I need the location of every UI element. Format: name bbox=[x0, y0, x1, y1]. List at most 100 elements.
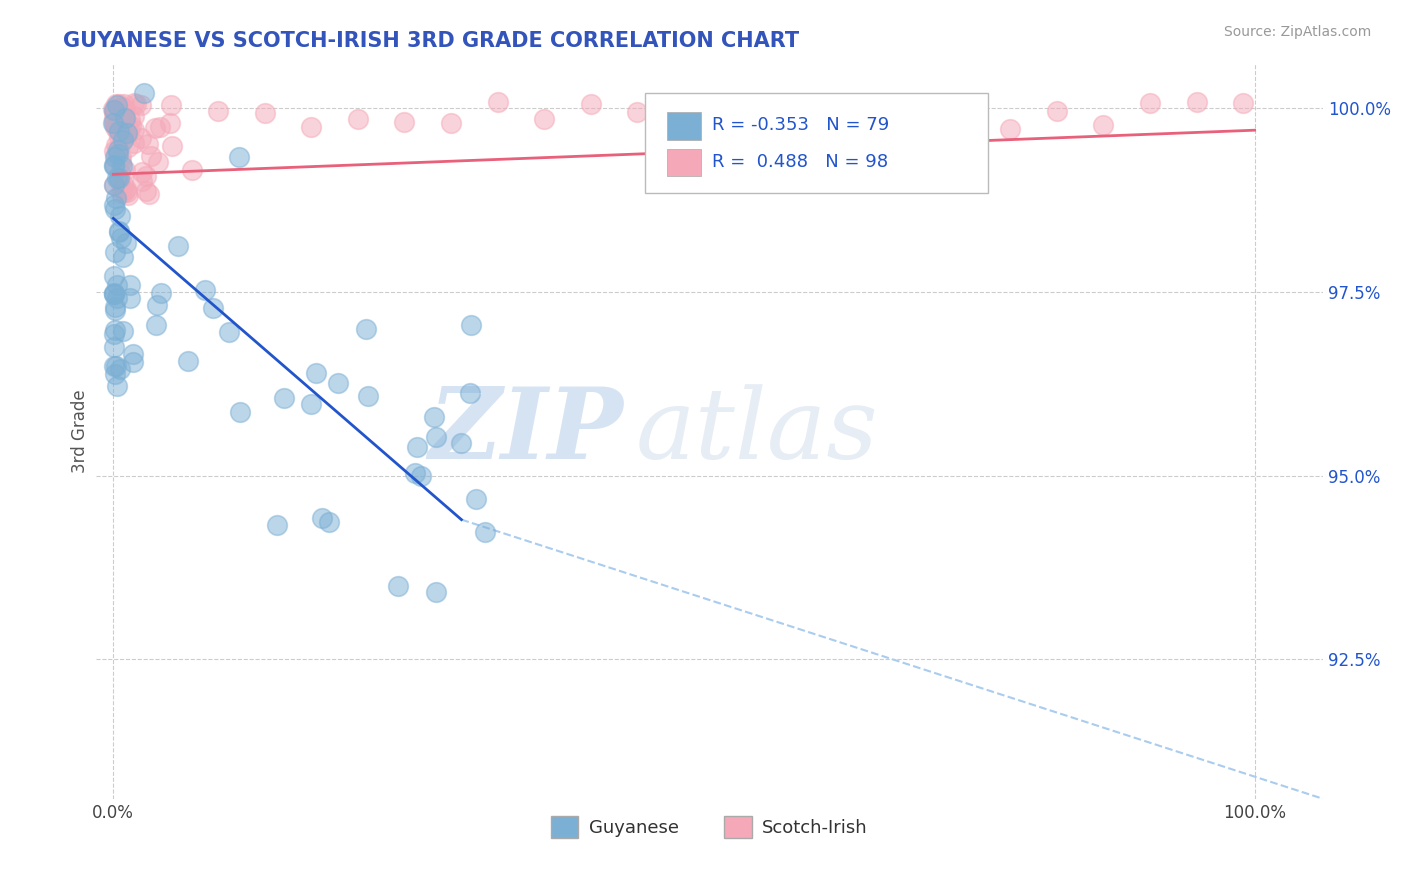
Point bbox=[318, 516, 340, 530]
Point bbox=[112, 96, 135, 111]
Point bbox=[952, 115, 974, 129]
Point bbox=[229, 405, 252, 419]
Point bbox=[108, 117, 131, 131]
Point bbox=[110, 231, 132, 245]
Point bbox=[305, 366, 328, 380]
Point bbox=[112, 185, 135, 199]
Point bbox=[1092, 118, 1115, 132]
Point bbox=[177, 354, 200, 368]
Point bbox=[201, 301, 224, 316]
Bar bbox=[666, 112, 702, 140]
Point bbox=[104, 190, 127, 204]
Point bbox=[110, 120, 132, 135]
Point bbox=[132, 87, 155, 101]
Point bbox=[103, 285, 125, 300]
Point bbox=[905, 102, 928, 116]
Point bbox=[108, 129, 131, 144]
Point bbox=[122, 123, 145, 137]
Point bbox=[107, 146, 129, 161]
Point bbox=[122, 136, 145, 151]
Point bbox=[194, 283, 217, 297]
Point bbox=[122, 355, 145, 369]
Point bbox=[110, 155, 132, 169]
Point bbox=[533, 112, 555, 126]
Point bbox=[859, 118, 882, 132]
Point bbox=[112, 101, 135, 115]
Point bbox=[299, 397, 322, 411]
Point bbox=[105, 123, 128, 137]
Point bbox=[160, 98, 183, 112]
Point bbox=[105, 119, 128, 133]
Point bbox=[166, 238, 188, 252]
Point bbox=[115, 126, 138, 140]
Point bbox=[228, 150, 250, 164]
Point bbox=[266, 517, 288, 532]
Point bbox=[112, 250, 135, 264]
Point bbox=[110, 112, 132, 127]
Point bbox=[103, 287, 125, 301]
Point bbox=[111, 159, 134, 173]
Point bbox=[131, 165, 153, 179]
Point bbox=[326, 376, 349, 390]
Point bbox=[103, 323, 125, 337]
Point bbox=[486, 95, 509, 109]
Point bbox=[1232, 96, 1254, 111]
Point bbox=[112, 103, 135, 118]
Point bbox=[103, 327, 125, 342]
Point bbox=[104, 202, 127, 216]
Point bbox=[103, 268, 125, 283]
Point bbox=[450, 436, 472, 450]
Point bbox=[411, 468, 433, 483]
Point bbox=[346, 112, 368, 127]
Point bbox=[131, 174, 153, 188]
Y-axis label: 3rd Grade: 3rd Grade bbox=[72, 390, 89, 474]
Point bbox=[474, 525, 496, 540]
Point bbox=[129, 98, 152, 112]
Point bbox=[406, 440, 429, 454]
Point bbox=[110, 150, 132, 164]
Point bbox=[425, 584, 447, 599]
Point bbox=[104, 159, 127, 173]
Point bbox=[117, 140, 139, 154]
Point bbox=[1046, 104, 1069, 119]
Point bbox=[672, 100, 695, 114]
Legend: Guyanese, Scotch-Irish: Guyanese, Scotch-Irish bbox=[544, 808, 875, 845]
Point bbox=[107, 225, 129, 239]
Point bbox=[108, 138, 131, 153]
Point bbox=[218, 325, 240, 339]
Point bbox=[103, 287, 125, 301]
Point bbox=[103, 116, 125, 130]
Point bbox=[104, 117, 127, 131]
Point bbox=[103, 178, 125, 193]
Point bbox=[121, 347, 143, 361]
Point bbox=[143, 121, 166, 136]
Point bbox=[104, 104, 127, 119]
Point bbox=[120, 277, 142, 292]
Text: ZIP: ZIP bbox=[429, 384, 624, 480]
Point bbox=[103, 104, 125, 119]
Point bbox=[125, 97, 148, 112]
Point bbox=[181, 163, 204, 178]
Point bbox=[135, 185, 157, 199]
Point bbox=[103, 178, 125, 192]
Point bbox=[117, 122, 139, 136]
Point bbox=[104, 245, 127, 260]
Point bbox=[112, 324, 135, 338]
Point bbox=[120, 291, 142, 305]
Point bbox=[108, 113, 131, 128]
Point bbox=[135, 169, 157, 183]
Point bbox=[311, 511, 333, 525]
Point bbox=[104, 300, 127, 314]
Point bbox=[108, 362, 131, 376]
Point bbox=[150, 285, 173, 300]
Point bbox=[105, 137, 128, 152]
Point bbox=[103, 102, 125, 116]
Point bbox=[299, 120, 322, 135]
Point bbox=[105, 291, 128, 305]
Point bbox=[118, 113, 141, 128]
Point bbox=[117, 188, 139, 202]
Point bbox=[103, 340, 125, 354]
Text: R = -0.353   N = 79: R = -0.353 N = 79 bbox=[711, 116, 890, 134]
Point bbox=[107, 119, 129, 133]
Point bbox=[104, 97, 127, 112]
